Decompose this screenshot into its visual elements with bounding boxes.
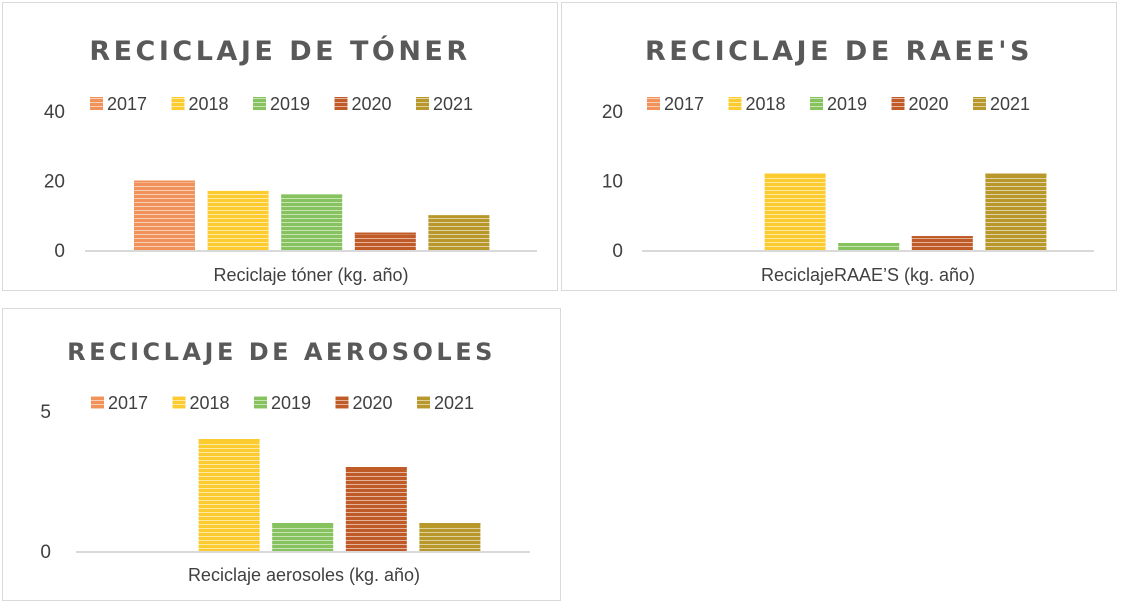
legend-item-2018: 2018	[171, 94, 229, 114]
bar-2021	[985, 173, 1047, 250]
chart-title: RECICLAJE DE AEROSOLES	[67, 338, 496, 366]
legend-item-2021: 2021	[973, 94, 1030, 114]
legend-label: 2020	[352, 94, 392, 114]
legend-swatch	[254, 396, 267, 409]
bar-top-2019	[281, 194, 343, 197]
legend-label: 2019	[270, 94, 310, 114]
legend-label: 2021	[990, 94, 1030, 114]
legend-item-2020: 2020	[335, 393, 393, 413]
bar-top-2020	[345, 467, 407, 469]
y-tick-label: 20	[602, 102, 623, 123]
legend-label: 2019	[827, 94, 867, 114]
bar-2020	[354, 232, 416, 250]
y-tick-label: 0	[40, 542, 51, 563]
bar-2018	[198, 439, 260, 551]
legend-label: 2017	[107, 94, 147, 114]
legend-label: 2018	[189, 94, 229, 114]
legend-item-2018: 2018	[172, 393, 230, 413]
y-tick-label: 40	[44, 102, 65, 123]
chart-title: RECICLAJE DE TÓNER	[89, 35, 470, 67]
bar-top-2018	[207, 190, 269, 193]
legend-swatch	[253, 97, 266, 110]
legend-label: 2020	[909, 94, 949, 114]
y-tick-label: 10	[602, 172, 623, 193]
bar-2019	[272, 523, 334, 551]
legend-item-2017: 2017	[91, 393, 148, 413]
legend-swatch	[728, 97, 742, 110]
legend-swatch	[334, 97, 348, 110]
legend-item-2020: 2020	[334, 94, 392, 114]
legend-swatch	[647, 97, 660, 110]
legend-swatch	[171, 97, 185, 110]
legend-label: 2020	[353, 393, 393, 413]
y-tick-label: 0	[54, 241, 65, 262]
chart-svg: RECICLAJE DE AEROSOLES 2017 2018 2019 2020 20…	[40, 338, 530, 585]
chart-panel-aerosoles: RECICLAJE DE AEROSOLES 2017 2018 2019 2020 20…	[2, 308, 561, 601]
bar-2020	[345, 467, 407, 551]
legend-label: 2021	[433, 94, 473, 114]
legend-label: 2017	[664, 94, 704, 114]
bar-top-2019	[272, 523, 334, 525]
bar-top-2020	[911, 236, 973, 239]
bar-top-2021	[985, 173, 1047, 176]
legend-item-2021: 2021	[417, 393, 474, 413]
y-tick-label: 20	[44, 172, 65, 193]
legend-swatch	[91, 396, 104, 409]
bar-2020	[911, 236, 973, 250]
legend-swatch	[891, 97, 905, 110]
chart-panel-toner: RECICLAJE DE TÓNER 2017 2018 2019 2020 2021 0 2…	[2, 2, 558, 291]
chart-svg: RECICLAJE DE RAEE'S 2017 2018 2019 2020 2021 0…	[602, 36, 1094, 285]
legend-item-2017: 2017	[90, 94, 147, 114]
bar-2021	[419, 523, 481, 551]
bar-top-2019	[838, 243, 900, 246]
y-tick-label: 0	[612, 241, 623, 262]
bar-top-2018	[198, 439, 260, 441]
legend-item-2019: 2019	[810, 94, 867, 114]
legend-item-2018: 2018	[728, 94, 786, 114]
legend-swatch	[417, 396, 430, 409]
bar-2018	[764, 173, 826, 250]
bar-top-2021	[428, 215, 490, 218]
bar-top-2018	[764, 173, 826, 176]
bar-top-2020	[354, 232, 416, 235]
bar-top-2021	[419, 523, 481, 525]
legend-item-2017: 2017	[647, 94, 704, 114]
chart-panel-raees: RECICLAJE DE RAEE'S 2017 2018 2019 2020 2021 0…	[561, 2, 1117, 291]
legend-swatch	[973, 97, 986, 110]
x-axis-label: ReciclajeRAAE’S (kg. año)	[761, 265, 975, 285]
bar-2017	[134, 180, 195, 250]
legend-label: 2018	[746, 94, 786, 114]
legend-item-2019: 2019	[253, 94, 310, 114]
legend-item-2021: 2021	[416, 94, 473, 114]
legend-label: 2019	[271, 393, 311, 413]
bar-2019	[281, 194, 343, 250]
bar-top-2017	[134, 180, 195, 183]
legend-swatch	[90, 97, 103, 110]
legend-item-2020: 2020	[891, 94, 949, 114]
legend-swatch	[172, 396, 186, 409]
bar-2019	[838, 243, 900, 250]
x-axis-label: Reciclaje tóner (kg. año)	[213, 265, 408, 285]
bar-2018	[207, 190, 269, 250]
legend-label: 2017	[108, 393, 148, 413]
chart-title: RECICLAJE DE RAEE'S	[645, 36, 1033, 67]
legend-item-2019: 2019	[254, 393, 311, 413]
legend-label: 2018	[190, 393, 230, 413]
bar-2021	[428, 215, 490, 250]
y-tick-label: 5	[40, 402, 51, 423]
chart-svg: RECICLAJE DE TÓNER 2017 2018 2019 2020 2021 0 2…	[44, 35, 537, 285]
legend-swatch	[810, 97, 823, 110]
legend-swatch	[335, 396, 349, 409]
legend-label: 2021	[434, 393, 474, 413]
x-axis-label: Reciclaje aerosoles (kg. año)	[188, 565, 420, 585]
legend-swatch	[416, 97, 429, 110]
